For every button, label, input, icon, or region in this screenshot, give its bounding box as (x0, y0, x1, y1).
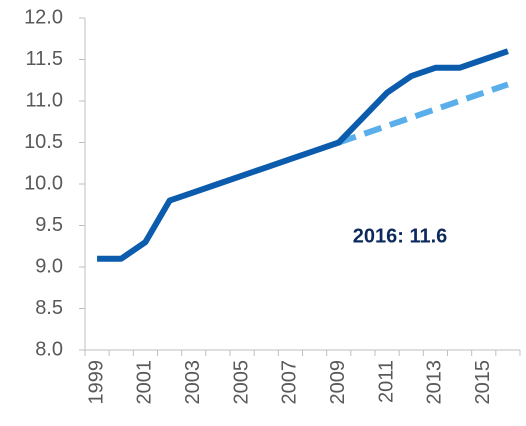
annotation: 2016: 11.6 (353, 225, 448, 247)
line (97, 48, 509, 262)
y-tick-label: 11.0 (26, 89, 63, 111)
y-tick-label: 8.0 (35, 338, 63, 360)
x-tick-label: 2011 (375, 360, 397, 403)
y-tick-label: 12.0 (24, 6, 63, 28)
x-tick-label: 2005 (230, 360, 252, 405)
y-tick-label: 9.5 (35, 214, 63, 236)
y-tick-label: 8.5 (35, 297, 63, 319)
y-tick-label: 10.5 (24, 131, 63, 153)
y-tick-label: 10.0 (24, 172, 63, 194)
x-tick-label: 1999 (85, 360, 107, 405)
y-tick-label: 9.0 (35, 255, 63, 277)
x-tick-label: 2001 (134, 360, 156, 405)
x-tick-label: 2009 (327, 360, 349, 405)
x-tick-label: 2013 (424, 360, 446, 405)
y-tick-label: 11.5 (26, 48, 63, 70)
x-tick-label: 2015 (472, 360, 494, 405)
x-tick-label: 2003 (182, 360, 204, 405)
x-tick-label: 2007 (279, 360, 301, 405)
line (337, 81, 509, 146)
